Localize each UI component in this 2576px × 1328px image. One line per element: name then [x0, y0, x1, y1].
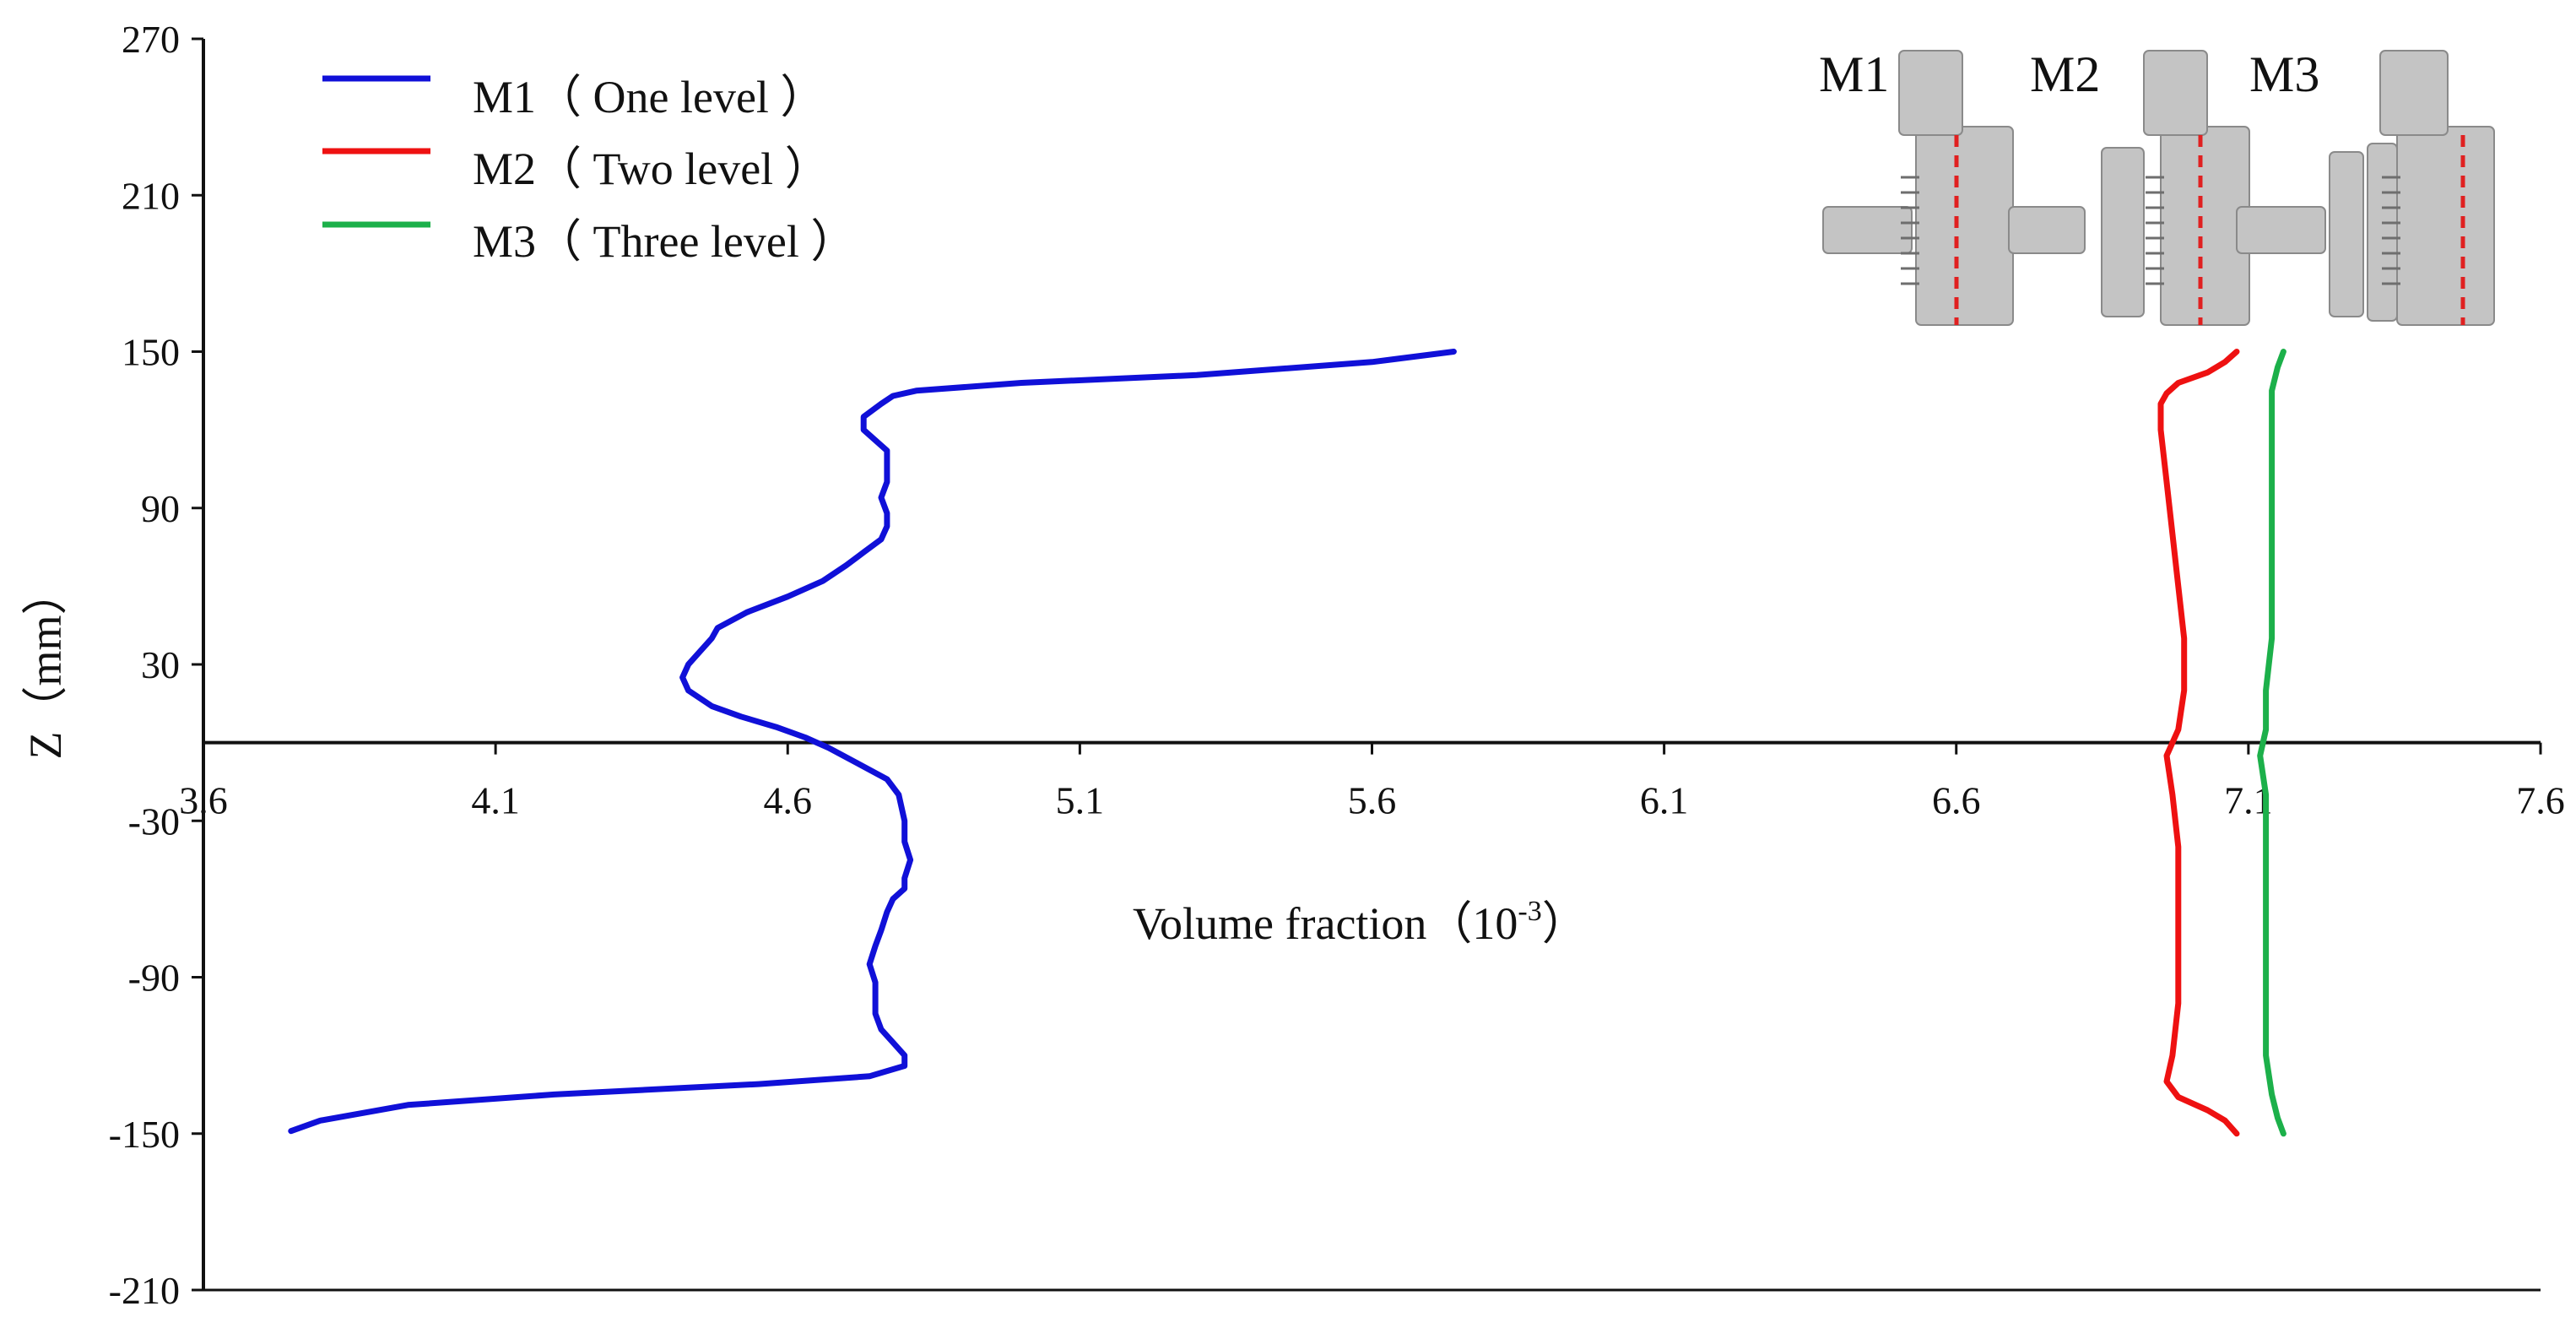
inset-model-m2	[2008, 50, 2250, 326]
inset-stage-disk	[2101, 147, 2145, 317]
x-ticks: 3.6 4.1 4.6 5.1 5.6 6.1 6.6 7.1 7.6	[179, 742, 2565, 822]
x-tick-label: 5.1	[1056, 779, 1105, 822]
legend-label-m2: M2（ Two level ）	[473, 144, 831, 194]
y-tick-label: 90	[141, 487, 180, 530]
legend-label-m3: M3（ Three level ）	[473, 216, 856, 267]
series-m2-line	[2157, 349, 2240, 1137]
y-tick-label: 210	[122, 174, 180, 217]
inset-main-disk	[2396, 126, 2495, 326]
inset-label-m1: M1	[1819, 46, 1889, 102]
model-schematic-inset: M1 M2 M3	[1819, 46, 2495, 326]
x-tick-label: 4.1	[471, 779, 520, 822]
x-tick-label: 6.6	[1932, 779, 1981, 822]
inset-inlet-pipe	[1822, 206, 1913, 254]
y-tick-label: -150	[109, 1113, 180, 1156]
y-tick-label: -30	[128, 800, 180, 843]
inset-models	[1822, 50, 2495, 326]
inset-model-m3	[2236, 50, 2495, 326]
x-axis-title-superscript: -3	[1518, 896, 1541, 927]
inset-label-m2: M2	[2030, 46, 2100, 102]
x-axis-title: Volume fraction（10-3）	[1133, 896, 1588, 949]
inset-outlet-pipe	[1898, 50, 1963, 136]
x-tick-label: 4.6	[764, 779, 813, 822]
y-tick-label: 270	[122, 18, 180, 61]
x-axis-title-main: Volume fraction（10	[1133, 898, 1518, 949]
inset-label-m3: M3	[2249, 46, 2319, 102]
y-tick-label: 150	[122, 331, 180, 374]
inset-inlet-pipe	[2008, 206, 2086, 254]
inset-outlet-pipe	[2143, 50, 2208, 136]
inset-outlet-pipe	[2379, 50, 2449, 136]
x-tick-label: 7.6	[2516, 779, 2565, 822]
y-tick-label: -210	[109, 1269, 180, 1312]
x-axis-title-close: ）	[1542, 898, 1588, 949]
y-tick-label: 30	[141, 643, 180, 686]
series-layer	[288, 349, 2286, 1137]
x-tick-label: 5.6	[1348, 779, 1397, 822]
x-tick-label: 6.1	[1640, 779, 1689, 822]
inset-main-disk	[1915, 126, 2014, 326]
y-axis-title: Z（mm）	[20, 570, 71, 760]
legend-label-m1: M1（ One level ）	[473, 72, 825, 122]
inset-stage-disk	[2329, 151, 2364, 317]
x-tick-label: 3.6	[179, 779, 228, 822]
inset-inlet-pipe	[2236, 206, 2326, 254]
series-m3-line	[2257, 349, 2286, 1137]
inset-model-m1	[1822, 50, 2014, 326]
y-tick-label: -90	[128, 957, 180, 1000]
series-m1-line	[288, 349, 1457, 1135]
y-ticks: 270 210 150 90 30 -30 -90 -150 -210	[109, 18, 203, 1312]
legend: M1（ One level ） M2（ Two level ） M3（ Thre…	[322, 72, 856, 267]
inset-stage-disk	[2367, 143, 2398, 322]
